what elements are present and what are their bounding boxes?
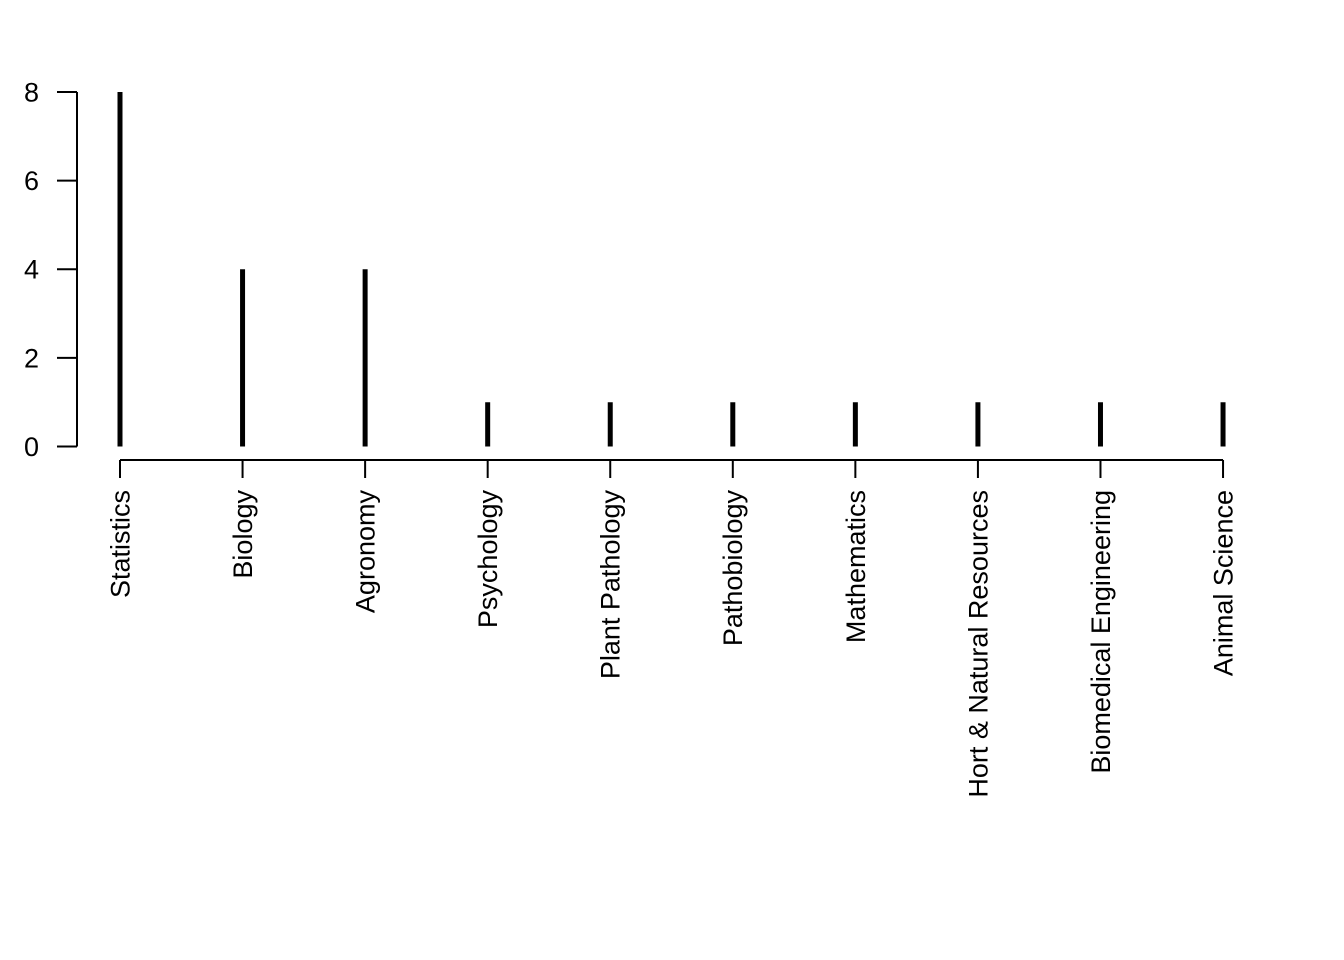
category-label: Animal Science [1208, 490, 1238, 676]
category-label: Plant Pathology [596, 490, 626, 680]
y-tick-label: 4 [24, 255, 39, 285]
category-label: Psychology [473, 490, 503, 629]
category-label: Biomedical Engineering [1086, 490, 1116, 774]
category-label: Statistics [105, 490, 135, 598]
category-label: Mathematics [841, 490, 871, 643]
category-label: Agronomy [351, 490, 381, 614]
y-tick-label: 0 [24, 432, 39, 462]
category-label: Hort & Natural Resources [963, 490, 993, 798]
category-label: Pathobiology [718, 490, 748, 647]
category-label: Biology [228, 490, 258, 579]
y-tick-label: 6 [24, 166, 39, 196]
y-tick-label: 2 [24, 343, 39, 373]
y-tick-label: 8 [24, 77, 39, 107]
